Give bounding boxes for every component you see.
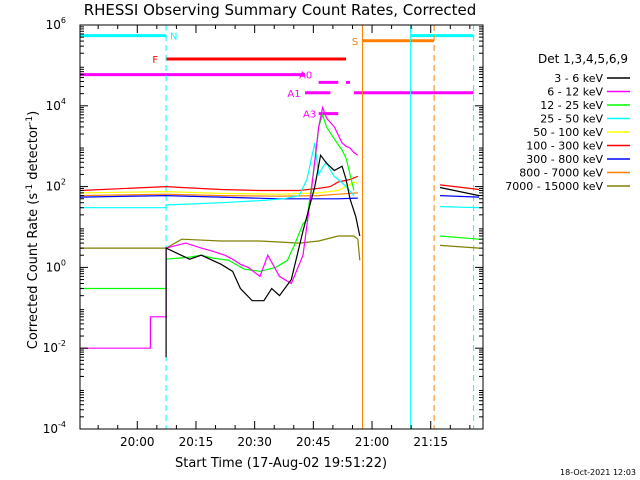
x-tick-label: 20:00 [120, 435, 155, 449]
y-axis: 10-4 10-2 100 102 104 106 [43, 16, 483, 436]
x-axis: 20:00 20:15 20:30 20:45 21:00 21:15 [97, 25, 471, 449]
y-tick-label: 102 [46, 178, 66, 194]
x-tick-label: 21:15 [413, 435, 448, 449]
legend-label: 6 - 12 keV [547, 86, 603, 99]
mode-bar-label: F [152, 55, 158, 66]
legend-label: 300 - 800 keV [526, 153, 603, 166]
mode-bar-label: S [352, 37, 358, 48]
series-line-after-gap [439, 186, 480, 197]
x-tick-label: 20:45 [296, 435, 331, 449]
x-axis-label: Start Time (17-Aug-02 19:51:22) [175, 456, 387, 471]
y-tick-label: 100 [46, 258, 66, 274]
mode-bar-label: A0 [299, 71, 312, 82]
y-tick-label: 104 [46, 97, 66, 113]
legend-label: 7000 - 15000 keV [505, 180, 603, 193]
mode-bar-label: N [170, 32, 177, 43]
legend-label: 25 - 50 keV [540, 113, 603, 126]
y-tick-label: 10-4 [43, 420, 66, 436]
x-tick-label: 20:15 [179, 435, 214, 449]
plot-frame [79, 24, 484, 430]
series-line-25-50-kev [80, 142, 355, 209]
mode-bar-label: A1 [287, 89, 300, 100]
series-line-800-7000-kev [79, 192, 358, 197]
series-line-after-gap [439, 235, 480, 240]
series-line-12-25-kev [80, 112, 355, 290]
legend-label: 100 - 300 keV [526, 140, 603, 153]
series-line-3-6-kev [165, 153, 361, 358]
mode-bar-label: A3 [303, 110, 316, 121]
series-line-300-800-kev [79, 194, 358, 200]
series-line-50-100-kev [79, 181, 359, 195]
legend-label: 3 - 6 keV [554, 72, 603, 85]
series-line-6-12-kev [80, 105, 359, 349]
series-line-7000-15000-kev [80, 235, 361, 261]
y-tick-label: 106 [46, 16, 66, 32]
y-axis-label: Corrected Count Rate (s-1 detector-1) [25, 111, 41, 349]
series-line-after-gap [439, 195, 480, 198]
footer-timestamp: 18-Oct-2021 12:03 [560, 468, 636, 477]
vertical-markers [165, 25, 475, 429]
series-line-100-300-kev [79, 175, 359, 192]
legend-title: Det 1,3,4,5,6,9 [538, 52, 628, 66]
series-line-after-gap [439, 184, 480, 191]
x-tick-label: 20:30 [237, 435, 272, 449]
series-line-after-gap [439, 206, 480, 209]
x-tick-label: 21:00 [355, 435, 390, 449]
legend-label: 12 - 25 keV [540, 99, 603, 112]
series-lines [79, 105, 480, 358]
chart-title: RHESSI Observing Summary Count Rates, Co… [84, 1, 477, 19]
series-line-after-gap [439, 244, 480, 249]
y-tick-label: 10-2 [43, 339, 66, 355]
legend-label: 800 - 7000 keV [519, 167, 603, 180]
legend-label: 50 - 100 keV [533, 126, 603, 139]
